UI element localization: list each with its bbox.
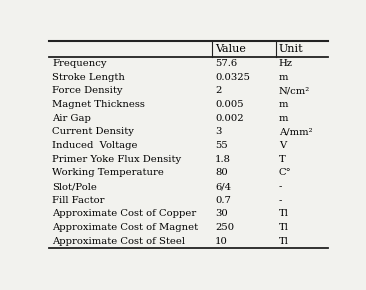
Text: Magnet Thickness: Magnet Thickness bbox=[52, 100, 145, 109]
Text: Tl: Tl bbox=[279, 223, 289, 232]
Text: -: - bbox=[279, 182, 282, 191]
Text: Induced  Voltage: Induced Voltage bbox=[52, 141, 138, 150]
Text: 0.002: 0.002 bbox=[215, 114, 244, 123]
Text: 30: 30 bbox=[215, 209, 228, 218]
Text: Approximate Cost of Steel: Approximate Cost of Steel bbox=[52, 237, 185, 246]
Text: m: m bbox=[279, 100, 288, 109]
Text: Slot/Pole: Slot/Pole bbox=[52, 182, 97, 191]
Text: 55: 55 bbox=[215, 141, 228, 150]
Text: Fill Factor: Fill Factor bbox=[52, 196, 104, 205]
Text: 10: 10 bbox=[215, 237, 228, 246]
Text: 0.7: 0.7 bbox=[215, 196, 231, 205]
Text: Value: Value bbox=[215, 44, 246, 54]
Text: T: T bbox=[279, 155, 285, 164]
Text: Tl: Tl bbox=[279, 209, 289, 218]
Text: Force Density: Force Density bbox=[52, 86, 123, 95]
Text: 2: 2 bbox=[215, 86, 221, 95]
Text: Tl: Tl bbox=[279, 237, 289, 246]
Text: Working Temperature: Working Temperature bbox=[52, 168, 164, 177]
Text: 0.005: 0.005 bbox=[215, 100, 244, 109]
Text: Approximate Cost of Magnet: Approximate Cost of Magnet bbox=[52, 223, 198, 232]
Text: Frequency: Frequency bbox=[52, 59, 107, 68]
Text: -: - bbox=[279, 196, 282, 205]
Text: 6/4: 6/4 bbox=[215, 182, 231, 191]
Text: Air Gap: Air Gap bbox=[52, 114, 91, 123]
Text: 1.8: 1.8 bbox=[215, 155, 231, 164]
Text: Current Density: Current Density bbox=[52, 127, 134, 136]
Text: m: m bbox=[279, 72, 288, 81]
Text: m: m bbox=[279, 114, 288, 123]
Text: 80: 80 bbox=[215, 168, 228, 177]
Text: 57.6: 57.6 bbox=[215, 59, 237, 68]
Text: 0.0325: 0.0325 bbox=[215, 72, 250, 81]
Text: Primer Yoke Flux Density: Primer Yoke Flux Density bbox=[52, 155, 181, 164]
Text: Hz: Hz bbox=[279, 59, 293, 68]
Text: A/mm²: A/mm² bbox=[279, 127, 313, 136]
Text: N/cm²: N/cm² bbox=[279, 86, 310, 95]
Text: Stroke Length: Stroke Length bbox=[52, 72, 125, 81]
Text: Approximate Cost of Copper: Approximate Cost of Copper bbox=[52, 209, 196, 218]
Text: C°: C° bbox=[279, 168, 292, 177]
Text: V: V bbox=[279, 141, 286, 150]
Text: Unit: Unit bbox=[279, 44, 303, 54]
Text: 3: 3 bbox=[215, 127, 221, 136]
Text: 250: 250 bbox=[215, 223, 234, 232]
